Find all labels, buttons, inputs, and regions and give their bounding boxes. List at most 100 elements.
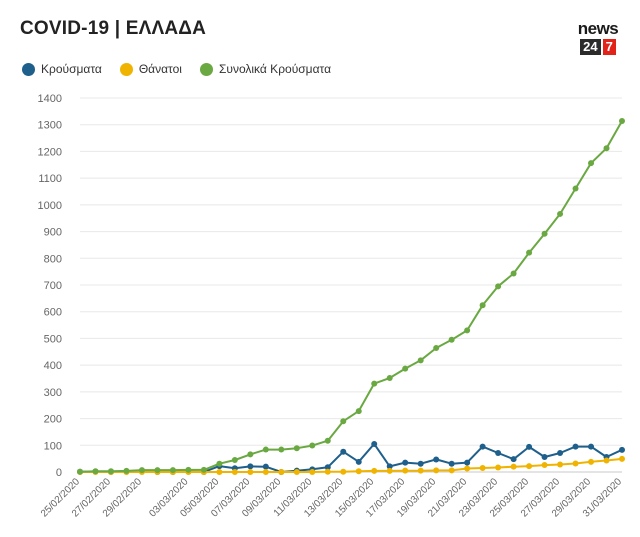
data-point[interactable]	[572, 443, 579, 450]
data-point[interactable]	[169, 467, 176, 474]
legend-swatch-total-cases	[199, 62, 213, 76]
data-point[interactable]	[262, 463, 269, 470]
data-point[interactable]	[185, 466, 192, 473]
data-point[interactable]	[293, 469, 300, 475]
y-tick-label: 100	[44, 440, 62, 452]
data-point[interactable]	[588, 443, 595, 450]
data-point[interactable]	[216, 460, 223, 467]
data-point[interactable]	[355, 468, 362, 475]
data-point[interactable]	[417, 460, 424, 467]
data-point[interactable]	[510, 270, 517, 277]
data-point[interactable]	[77, 468, 83, 475]
y-tick-label: 1000	[38, 200, 62, 212]
data-point[interactable]	[355, 408, 362, 415]
logo-number-row: 24 7	[574, 39, 622, 55]
data-point[interactable]	[92, 468, 99, 475]
data-point[interactable]	[324, 464, 331, 471]
data-point[interactable]	[216, 469, 223, 475]
data-point[interactable]	[402, 467, 409, 474]
data-point[interactable]	[371, 467, 378, 474]
data-point[interactable]	[402, 365, 409, 372]
legend-swatch-cases	[22, 62, 35, 76]
data-point[interactable]	[603, 145, 610, 152]
data-point[interactable]	[572, 460, 579, 467]
data-point[interactable]	[123, 467, 130, 474]
data-point[interactable]	[541, 230, 548, 237]
data-point[interactable]	[510, 463, 517, 470]
data-point[interactable]	[138, 467, 145, 474]
data-point[interactable]	[464, 327, 471, 334]
series-line-2	[79, 120, 623, 473]
y-tick-label: 200	[44, 414, 62, 426]
data-point[interactable]	[557, 210, 564, 217]
legend-item-cases[interactable]: Κρούσματα	[22, 62, 102, 76]
data-point[interactable]	[433, 467, 440, 474]
data-point[interactable]	[433, 345, 440, 352]
data-point[interactable]	[309, 469, 316, 475]
data-point[interactable]	[371, 440, 378, 447]
data-point[interactable]	[417, 467, 424, 474]
data-point[interactable]	[495, 283, 502, 290]
data-point[interactable]	[154, 467, 161, 474]
data-point[interactable]	[278, 469, 285, 475]
data-point[interactable]	[247, 469, 254, 475]
data-point[interactable]	[448, 336, 455, 343]
data-point[interactable]	[293, 445, 300, 452]
data-point[interactable]	[386, 467, 393, 474]
data-point[interactable]	[324, 437, 331, 444]
data-point[interactable]	[557, 461, 564, 468]
data-point[interactable]	[107, 468, 114, 475]
data-point[interactable]	[340, 468, 347, 475]
data-point[interactable]	[541, 462, 548, 469]
data-point[interactable]	[200, 466, 207, 473]
logo-word: news	[577, 19, 619, 38]
data-point[interactable]	[340, 418, 347, 425]
data-point[interactable]	[495, 450, 502, 457]
data-point[interactable]	[355, 458, 362, 465]
data-point[interactable]	[247, 463, 254, 470]
data-point[interactable]	[448, 460, 455, 467]
legend-item-total-cases[interactable]: Συνολικά Κρούσματα	[199, 62, 331, 76]
data-point[interactable]	[619, 455, 625, 462]
data-point[interactable]	[464, 465, 471, 472]
data-point[interactable]	[572, 185, 579, 192]
data-point[interactable]	[262, 469, 269, 475]
logo-box-24: 24	[580, 39, 601, 55]
data-point[interactable]	[510, 456, 517, 463]
data-point[interactable]	[526, 463, 533, 470]
data-point[interactable]	[526, 443, 533, 450]
data-point[interactable]	[588, 160, 595, 167]
data-point[interactable]	[231, 469, 238, 475]
data-point[interactable]	[479, 443, 486, 450]
data-point[interactable]	[448, 467, 455, 474]
y-tick-label: 500	[44, 333, 62, 345]
data-point[interactable]	[526, 249, 533, 256]
data-point[interactable]	[417, 357, 424, 364]
data-point[interactable]	[386, 463, 393, 470]
data-point[interactable]	[386, 374, 393, 381]
data-point[interactable]	[231, 456, 238, 463]
data-point[interactable]	[340, 448, 347, 455]
data-point[interactable]	[619, 117, 625, 124]
legend-item-deaths[interactable]: Θάνατοι	[119, 62, 182, 76]
data-point[interactable]	[324, 468, 331, 475]
data-point[interactable]	[309, 442, 316, 449]
data-point[interactable]	[278, 446, 285, 453]
y-tick-label: 800	[44, 253, 62, 265]
data-point[interactable]	[603, 457, 610, 464]
data-point[interactable]	[464, 459, 471, 466]
data-point[interactable]	[262, 446, 269, 453]
data-point[interactable]	[619, 446, 625, 453]
y-tick-label: 400	[44, 360, 62, 372]
data-point[interactable]	[247, 451, 254, 458]
data-point[interactable]	[479, 464, 486, 471]
data-point[interactable]	[479, 302, 486, 309]
data-point[interactable]	[433, 456, 440, 463]
data-point[interactable]	[402, 459, 409, 466]
chart-gridlines	[80, 97, 622, 473]
data-point[interactable]	[495, 464, 502, 471]
data-point[interactable]	[588, 458, 595, 465]
data-point[interactable]	[371, 380, 378, 387]
data-point[interactable]	[541, 454, 548, 461]
data-point[interactable]	[557, 450, 564, 457]
